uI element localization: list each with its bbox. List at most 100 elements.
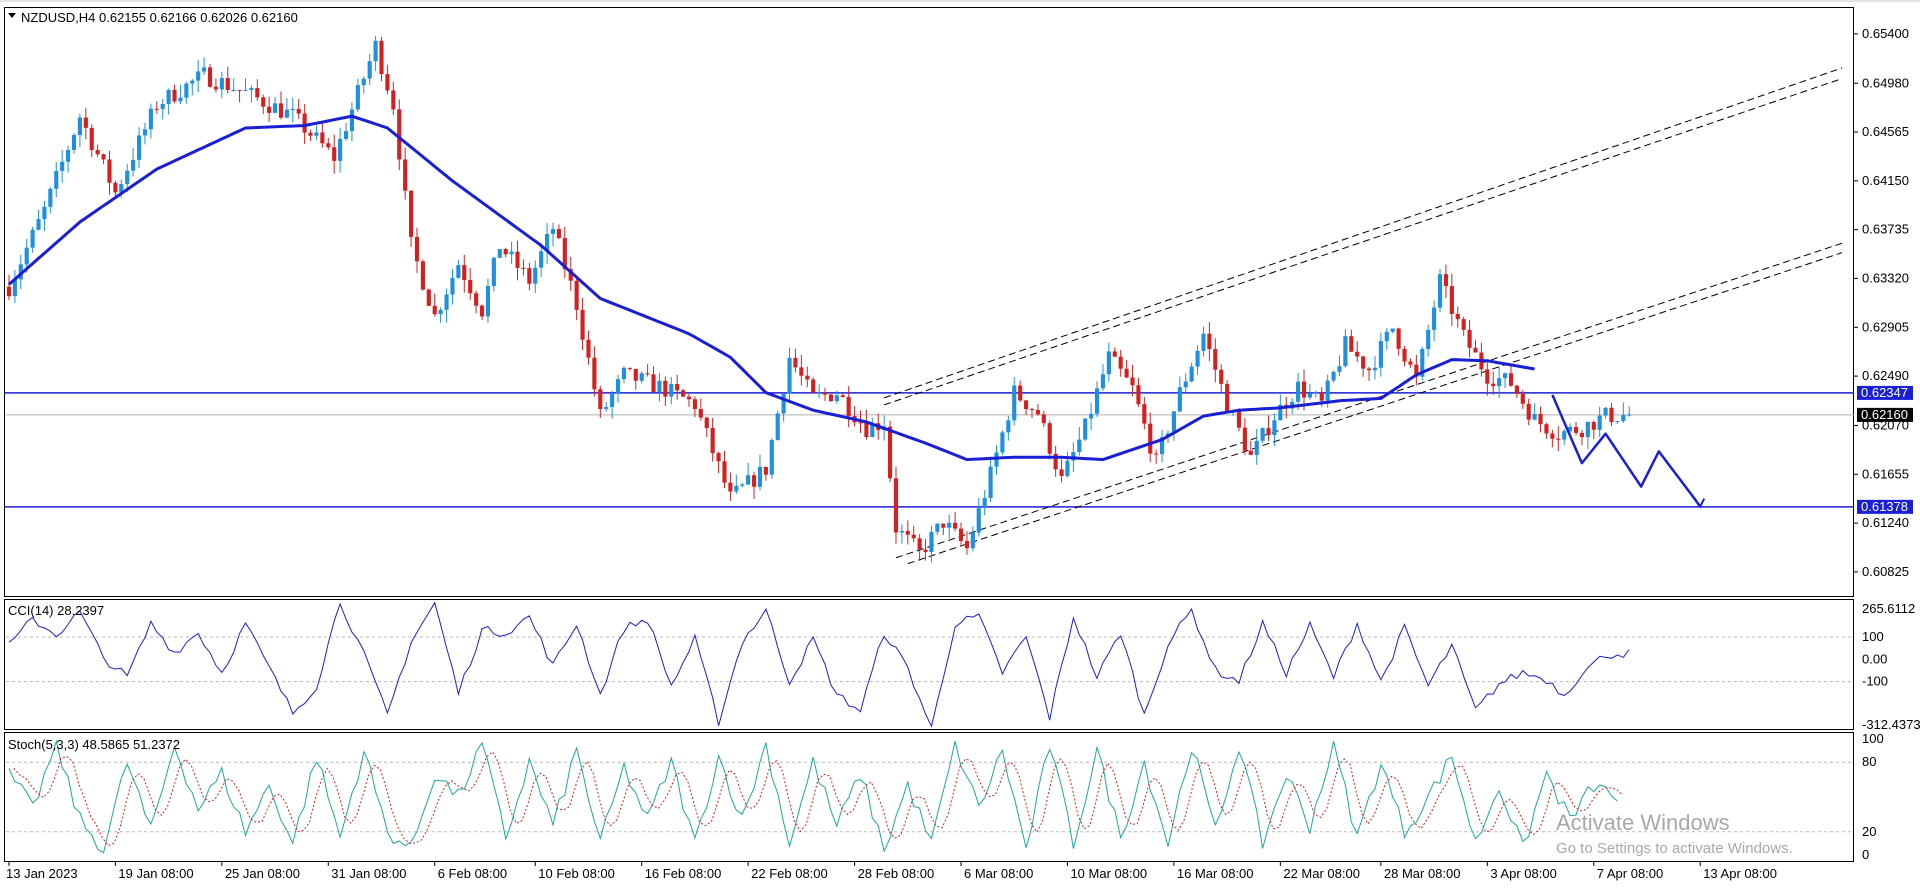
candle-body bbox=[728, 482, 733, 492]
candle-body bbox=[976, 508, 981, 533]
candle bbox=[409, 190, 414, 247]
candle-body bbox=[391, 90, 396, 110]
candle-body bbox=[686, 396, 692, 400]
price-pane[interactable] bbox=[4, 7, 1854, 597]
candle-body bbox=[1485, 369, 1490, 384]
time-tick-label: 22 Feb 08:00 bbox=[751, 866, 828, 881]
candle-body bbox=[1177, 387, 1182, 412]
candle bbox=[1366, 366, 1372, 382]
candle-body bbox=[1384, 331, 1389, 342]
level-price-label: 0.61378 bbox=[1861, 499, 1908, 514]
candle-body bbox=[604, 407, 609, 410]
cci-path bbox=[8, 601, 1630, 728]
candle bbox=[243, 78, 248, 92]
cci-header: CCI(14) 28.2397 bbox=[8, 603, 104, 618]
candle bbox=[982, 490, 987, 516]
candle-body bbox=[95, 149, 100, 155]
candle-body bbox=[722, 461, 727, 483]
candle-body bbox=[580, 309, 585, 340]
candle-body bbox=[586, 339, 591, 358]
candle bbox=[468, 268, 473, 300]
stoch-pane[interactable] bbox=[4, 732, 1854, 862]
candle bbox=[905, 520, 910, 545]
candle bbox=[586, 330, 591, 365]
candle-body bbox=[1136, 385, 1141, 405]
time-tick-label: 10 Mar 08:00 bbox=[1070, 866, 1147, 881]
time-tick-label: 13 Jan 2023 bbox=[6, 866, 78, 881]
candle bbox=[805, 366, 810, 388]
time-tick-label: 6 Mar 08:00 bbox=[964, 866, 1033, 881]
candle-body bbox=[367, 61, 372, 79]
candle bbox=[237, 89, 242, 103]
candle-body bbox=[1378, 341, 1383, 368]
time-tick-label: 28 Feb 08:00 bbox=[858, 866, 935, 881]
candle bbox=[1573, 421, 1579, 436]
candle bbox=[1118, 350, 1123, 377]
candle bbox=[154, 101, 159, 114]
price-tick-label: 0.64980 bbox=[1862, 75, 1909, 90]
candle bbox=[131, 148, 136, 177]
candle bbox=[1160, 429, 1165, 463]
candle bbox=[728, 472, 733, 501]
candle-body bbox=[1455, 313, 1460, 320]
candle-body bbox=[923, 549, 928, 553]
candle bbox=[787, 347, 792, 404]
candle-body bbox=[243, 90, 248, 92]
candle bbox=[1041, 410, 1046, 428]
candle-body bbox=[497, 249, 502, 258]
candle bbox=[196, 59, 201, 93]
candle bbox=[698, 398, 703, 421]
cci-pane[interactable] bbox=[4, 599, 1854, 730]
candle bbox=[403, 147, 408, 200]
candle-body bbox=[858, 422, 863, 424]
candle bbox=[1254, 429, 1259, 465]
candle bbox=[769, 438, 774, 479]
candle-body bbox=[1526, 403, 1531, 420]
candle bbox=[917, 534, 922, 561]
candle bbox=[893, 466, 899, 544]
activate-windows-subtitle: Go to Settings to activate Windows. bbox=[1556, 840, 1793, 857]
time-tick-label: 13 Apr 08:00 bbox=[1703, 866, 1777, 881]
candle bbox=[988, 459, 993, 503]
candle bbox=[822, 387, 828, 402]
candle bbox=[1177, 376, 1182, 413]
candle bbox=[1130, 364, 1135, 397]
candle-body bbox=[893, 478, 899, 533]
candle-body bbox=[48, 188, 53, 207]
candle-body bbox=[12, 279, 17, 297]
candle bbox=[1047, 420, 1052, 460]
candle-body bbox=[1077, 439, 1082, 452]
candle bbox=[355, 78, 360, 112]
candle-body bbox=[320, 132, 325, 144]
candle-body bbox=[887, 426, 893, 479]
candle bbox=[550, 222, 556, 247]
candle-body bbox=[840, 395, 845, 397]
candle-body bbox=[77, 117, 82, 136]
candle-body bbox=[1556, 438, 1561, 440]
candle-body bbox=[385, 74, 390, 91]
candle-body bbox=[533, 267, 538, 284]
candle-body bbox=[1502, 373, 1508, 379]
candle bbox=[1012, 377, 1017, 426]
candle bbox=[970, 526, 975, 552]
candle-body bbox=[491, 257, 496, 286]
candle-body bbox=[1627, 414, 1632, 416]
candle-body bbox=[1213, 349, 1218, 370]
candle-body bbox=[1361, 356, 1366, 369]
candle bbox=[136, 127, 142, 169]
candle-body bbox=[284, 109, 289, 118]
candle-body bbox=[1112, 351, 1117, 357]
cci-tick-label: 265.6112 bbox=[1862, 601, 1915, 616]
collapse-triangle-icon[interactable] bbox=[8, 13, 16, 18]
candle bbox=[1248, 440, 1253, 456]
time-axis: 13 Jan 2023 19 Jan 08:00 25 Jan 08:00 31 Ja… bbox=[6, 861, 1777, 881]
candle bbox=[373, 36, 378, 71]
candle-body bbox=[781, 393, 786, 414]
candle bbox=[929, 525, 934, 563]
candle-body bbox=[450, 277, 455, 295]
candle bbox=[1142, 396, 1147, 430]
candle-body bbox=[1491, 383, 1496, 387]
candle-body bbox=[958, 528, 964, 542]
candle bbox=[953, 512, 958, 532]
